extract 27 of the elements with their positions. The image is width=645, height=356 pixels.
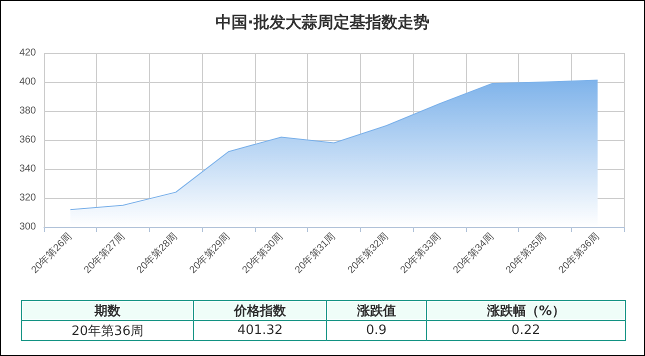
- x-tick-label: 20年第29周: [187, 230, 232, 276]
- x-tick-label: 20年第31周: [292, 230, 338, 276]
- x-tick-label: 20年第36周: [556, 230, 602, 276]
- y-tick-label: 300: [19, 222, 36, 232]
- chart-title: 中国·批发大蒜周定基指数走势: [215, 12, 430, 32]
- text: 0.9: [326, 320, 426, 340]
- y-tick-label: 320: [19, 192, 36, 204]
- x-tick-label: 20年第34周: [450, 230, 496, 276]
- y-tick-label: 400: [19, 76, 36, 88]
- text: 20年第36周: [22, 320, 194, 340]
- text: 涨跌值: [326, 300, 426, 320]
- x-tick-label: 20年第32周: [345, 230, 391, 276]
- text: 0.22: [426, 320, 626, 340]
- x-tick-label: 20年第26周: [28, 230, 74, 276]
- x-tick-label: 20年第28周: [134, 230, 180, 276]
- y-tick-label: 420: [19, 48, 36, 58]
- text: 401.32: [194, 320, 326, 340]
- text: 期数: [22, 300, 194, 320]
- x-tick-label: 20年第30周: [240, 230, 286, 276]
- x-tick-label: 20年第35周: [503, 230, 549, 276]
- x-tick-label: 20年第33周: [398, 230, 444, 276]
- text: 涨跌幅（%）: [426, 300, 626, 320]
- y-tick-label: 340: [19, 164, 36, 174]
- x-tick-label: 20年第27周: [82, 230, 127, 276]
- y-tick-label: 360: [19, 134, 36, 146]
- y-tick-label: 380: [19, 106, 36, 116]
- text: 价格指数: [194, 300, 326, 320]
